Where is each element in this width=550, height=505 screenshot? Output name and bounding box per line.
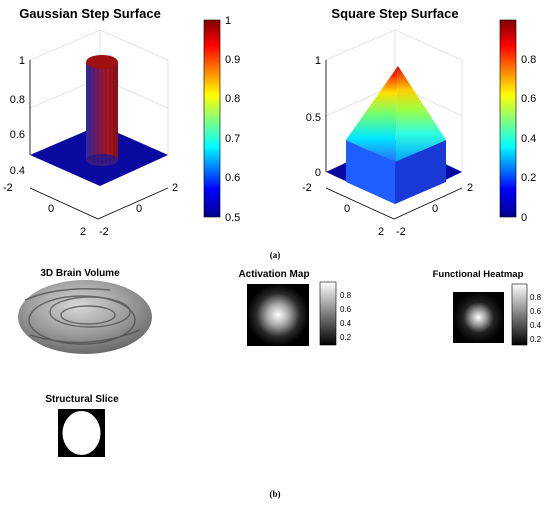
gaussian-peak-column bbox=[86, 55, 118, 166]
gaussian-x-tick: 2 bbox=[172, 182, 178, 194]
functional-cbar-tick: 0.4 bbox=[530, 321, 542, 330]
brain-volume-panel: 3D Brain Volume bbox=[18, 268, 152, 354]
gaussian-y-tick: 2 bbox=[80, 226, 86, 238]
brain-title: 3D Brain Volume bbox=[40, 268, 120, 279]
square-title: Square Step Surface bbox=[331, 6, 458, 21]
activation-cbar-tick: 0.6 bbox=[340, 305, 352, 314]
gaussian-cbar-tick: 1 bbox=[225, 15, 231, 27]
gaussian-cbar-tick: 0.8 bbox=[225, 93, 240, 105]
gaussian-z-tick: 0.8 bbox=[10, 94, 25, 106]
activation-image bbox=[247, 284, 309, 346]
square-pyramid-face-right bbox=[395, 66, 446, 162]
functional-cbar-tick: 0.8 bbox=[530, 293, 542, 302]
gaussian-title: Gaussian Step Surface bbox=[19, 6, 161, 21]
gaussian-colorbar: 0.5 0.6 0.7 0.8 0.9 1 bbox=[203, 15, 240, 224]
gaussian-z-tick: 0.6 bbox=[10, 129, 25, 141]
activation-colorbar bbox=[319, 281, 337, 346]
activation-cbar-tick: 0.8 bbox=[340, 291, 352, 300]
structural-slice-mask bbox=[62, 411, 101, 455]
square-pyramid-face-left bbox=[346, 66, 398, 162]
square-step-front-left bbox=[346, 140, 395, 204]
square-y-tick: 0 bbox=[344, 203, 350, 215]
structural-slice-panel: Structural Slice bbox=[45, 394, 119, 457]
square-y-tick: -2 bbox=[302, 182, 312, 194]
square-step-surface-panel: Square Step Surface 1 0.5 0 bbox=[302, 6, 536, 238]
functional-colorbar bbox=[511, 283, 528, 346]
activation-cbar-tick: 0.4 bbox=[340, 319, 352, 328]
square-x-tick: -2 bbox=[396, 226, 406, 238]
gaussian-cbar-tick: 0.7 bbox=[225, 133, 240, 145]
activation-cbar-tick: 0.2 bbox=[340, 333, 352, 342]
brain-contours bbox=[24, 288, 141, 345]
functional-cbar-tick: 0.2 bbox=[530, 335, 542, 344]
gaussian-z-tick: 0.4 bbox=[10, 165, 25, 177]
gaussian-y-tick: 0 bbox=[48, 203, 54, 215]
caption-a: (a) bbox=[270, 250, 281, 260]
functional-image bbox=[453, 292, 504, 343]
square-z-tick: 0 bbox=[315, 167, 321, 179]
square-cbar-tick: 0.2 bbox=[521, 172, 536, 184]
square-cbar-tick: 0.4 bbox=[521, 133, 536, 145]
gaussian-x-tick: -2 bbox=[99, 226, 109, 238]
caption-b: (b) bbox=[270, 489, 281, 499]
square-z-tick: 1 bbox=[315, 55, 321, 67]
gaussian-x-tick: 0 bbox=[136, 203, 142, 215]
functional-heatmap-panel: Functional Heatmap 0.8 0.6 0.4 0.2 bbox=[433, 269, 542, 346]
square-x-tick: 2 bbox=[467, 182, 473, 194]
square-colorbar: 0 0.2 0.4 0.6 0.8 bbox=[499, 19, 536, 224]
structural-title: Structural Slice bbox=[45, 394, 119, 405]
activation-map-panel: Activation Map 0.8 0.6 0.4 0.2 bbox=[238, 269, 352, 346]
gaussian-y-tick: -2 bbox=[3, 182, 13, 194]
square-cbar-tick: 0.8 bbox=[521, 54, 536, 66]
square-step-front-right bbox=[395, 140, 446, 204]
functional-cbar-tick: 0.6 bbox=[530, 307, 542, 316]
square-y-tick: 2 bbox=[378, 226, 384, 238]
gaussian-step-surface-panel: Gaussian Step Surface bbox=[3, 6, 240, 238]
gaussian-cbar-tick: 0.9 bbox=[225, 54, 240, 66]
square-z-tick: 0.5 bbox=[306, 112, 321, 124]
brain-volume bbox=[18, 280, 152, 354]
square-cbar-tick: 0.6 bbox=[521, 93, 536, 105]
square-cbar-tick: 0 bbox=[521, 212, 527, 224]
activation-title: Activation Map bbox=[238, 269, 309, 280]
gaussian-cbar-tick: 0.5 bbox=[225, 212, 240, 224]
square-x-tick: 0 bbox=[432, 203, 438, 215]
functional-title: Functional Heatmap bbox=[433, 269, 524, 280]
gaussian-cbar-tick: 0.6 bbox=[225, 172, 240, 184]
gaussian-z-tick: 1 bbox=[19, 55, 25, 67]
